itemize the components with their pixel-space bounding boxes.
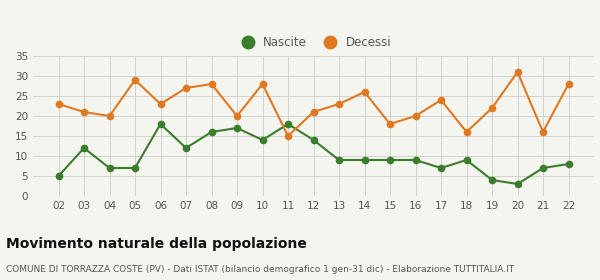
Decessi xyxy=(106,114,113,118)
Decessi xyxy=(55,102,62,106)
Nascite xyxy=(488,178,496,182)
Decessi xyxy=(259,82,266,86)
Nascite xyxy=(157,122,164,126)
Decessi xyxy=(386,122,394,126)
Decessi xyxy=(514,70,521,74)
Nascite xyxy=(55,174,62,178)
Nascite xyxy=(208,130,215,134)
Nascite xyxy=(310,138,317,142)
Decessi xyxy=(131,78,139,82)
Nascite xyxy=(361,158,368,162)
Nascite xyxy=(284,122,292,126)
Decessi xyxy=(182,86,190,90)
Nascite xyxy=(335,158,343,162)
Decessi xyxy=(463,130,470,134)
Nascite xyxy=(80,146,88,150)
Text: COMUNE DI TORRAZZA COSTE (PV) - Dati ISTAT (bilancio demografico 1 gen-31 dic) -: COMUNE DI TORRAZZA COSTE (PV) - Dati IST… xyxy=(6,265,514,274)
Decessi xyxy=(284,134,292,138)
Nascite xyxy=(514,182,521,186)
Decessi xyxy=(412,114,419,118)
Decessi xyxy=(539,130,547,134)
Nascite xyxy=(131,166,139,170)
Nascite xyxy=(233,126,241,130)
Decessi xyxy=(361,90,368,94)
Nascite xyxy=(463,158,470,162)
Line: Nascite: Nascite xyxy=(55,121,572,187)
Nascite xyxy=(106,166,113,170)
Nascite xyxy=(539,166,547,170)
Nascite xyxy=(259,138,266,142)
Line: Decessi: Decessi xyxy=(55,69,572,139)
Decessi xyxy=(80,110,88,114)
Decessi xyxy=(310,110,317,114)
Nascite xyxy=(437,166,445,170)
Decessi xyxy=(335,102,343,106)
Decessi xyxy=(208,82,215,86)
Decessi xyxy=(565,82,572,86)
Nascite xyxy=(565,162,572,166)
Legend: Nascite, Decessi: Nascite, Decessi xyxy=(231,31,396,53)
Decessi xyxy=(233,114,241,118)
Nascite xyxy=(182,146,190,150)
Decessi xyxy=(488,106,496,110)
Nascite xyxy=(386,158,394,162)
Decessi xyxy=(157,102,164,106)
Text: Movimento naturale della popolazione: Movimento naturale della popolazione xyxy=(6,237,307,251)
Nascite xyxy=(412,158,419,162)
Decessi xyxy=(437,98,445,102)
